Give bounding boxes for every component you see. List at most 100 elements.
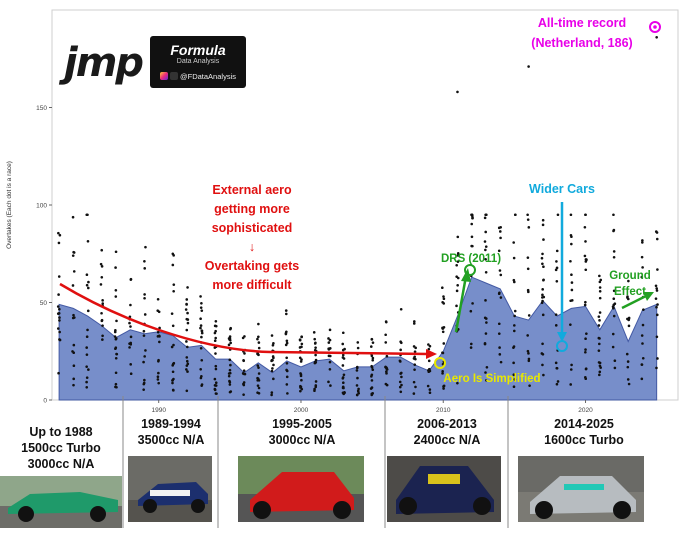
race-dot — [100, 311, 103, 315]
race-dot — [356, 341, 360, 344]
race-dot — [470, 235, 474, 239]
race-dot — [314, 346, 317, 349]
race-dot — [199, 317, 202, 321]
race-dot — [71, 215, 75, 219]
race-dot — [655, 36, 658, 39]
race-dot — [199, 324, 203, 327]
race-dot — [569, 323, 572, 326]
race-dot — [398, 380, 402, 384]
race-dot — [455, 275, 458, 278]
race-dot — [144, 349, 147, 352]
race-dot — [371, 356, 375, 360]
race-dot — [626, 295, 629, 298]
race-dot — [72, 364, 76, 368]
race-dot — [157, 358, 160, 362]
race-dot — [442, 297, 446, 301]
race-dot — [327, 341, 331, 344]
race-dot — [441, 362, 445, 366]
race-dot — [485, 365, 489, 369]
race-dot — [512, 256, 516, 260]
race-dot — [215, 392, 218, 395]
race-dot — [242, 359, 245, 362]
race-dot — [86, 309, 90, 313]
race-dot — [341, 377, 345, 380]
race-dot — [399, 372, 402, 375]
race-dot — [228, 358, 232, 362]
race-dot — [227, 343, 231, 347]
race-dot — [172, 343, 175, 347]
race-dot — [156, 375, 160, 378]
race-dot — [655, 366, 658, 370]
race-dot — [327, 347, 330, 350]
race-dot — [497, 226, 501, 230]
race-dot — [498, 353, 502, 356]
race-dot — [128, 315, 132, 319]
race-dot — [128, 321, 131, 325]
aero-label-2: getting more — [214, 202, 290, 216]
race-dot — [228, 338, 231, 341]
race-dot — [526, 349, 530, 353]
race-dot — [526, 256, 530, 259]
race-dot — [214, 336, 217, 340]
race-dot — [498, 269, 502, 272]
ground-effect-label-2: Effect — [614, 286, 646, 298]
race-dot — [384, 320, 388, 324]
race-dot — [456, 252, 460, 255]
race-dot — [541, 293, 544, 297]
race-dot — [185, 340, 188, 343]
race-dot — [427, 343, 430, 346]
race-dot — [355, 384, 359, 387]
race-dot — [242, 382, 245, 386]
race-dot — [484, 371, 487, 374]
race-dot — [114, 250, 118, 254]
race-dot — [428, 368, 431, 371]
race-dot — [612, 297, 616, 301]
era-label-line2: 3500cc N/A — [137, 433, 205, 447]
y-tick-label: 50 — [40, 300, 48, 307]
x-axis: 1990 2000 2010 2020 — [151, 400, 593, 414]
race-dot — [199, 295, 202, 298]
race-dot — [512, 346, 515, 349]
race-dot — [101, 338, 104, 341]
race-dot — [271, 355, 275, 358]
race-dot — [85, 346, 88, 349]
race-dot — [426, 384, 430, 388]
race-dot — [384, 382, 388, 386]
race-dot — [640, 377, 644, 381]
race-dot — [456, 90, 459, 94]
race-dot — [85, 283, 89, 287]
y-tick-label: 150 — [36, 105, 47, 112]
race-dot — [57, 275, 61, 278]
era-label-line1: 1995-2005 — [272, 417, 332, 431]
race-dot — [285, 330, 288, 334]
race-dot — [484, 332, 488, 335]
aero-simplified-marker — [434, 357, 446, 369]
era-label-line1: 1989-1994 — [141, 417, 201, 431]
race-dot — [157, 381, 160, 385]
race-dot — [656, 357, 659, 360]
race-dot — [185, 302, 188, 306]
race-dot — [654, 284, 658, 288]
race-dot — [612, 229, 615, 233]
race-dot — [485, 378, 488, 382]
race-dot — [357, 390, 360, 393]
race-dot — [171, 379, 174, 382]
race-dot — [555, 260, 558, 263]
race-dot — [156, 297, 160, 301]
race-dot — [199, 306, 203, 309]
race-dot — [214, 352, 217, 355]
wider-cars-label: Wider Cars — [529, 182, 595, 196]
race-dot — [170, 345, 174, 349]
race-dot — [313, 337, 317, 341]
race-dot — [584, 376, 587, 379]
race-dot — [72, 377, 76, 381]
race-dot — [228, 383, 232, 386]
race-dot — [313, 389, 316, 393]
race-dot — [186, 311, 189, 315]
race-dot — [171, 362, 175, 366]
race-dot — [656, 303, 659, 306]
race-dot — [398, 359, 402, 363]
race-dot — [599, 278, 603, 282]
race-dot — [555, 266, 559, 270]
race-dot — [584, 337, 587, 341]
